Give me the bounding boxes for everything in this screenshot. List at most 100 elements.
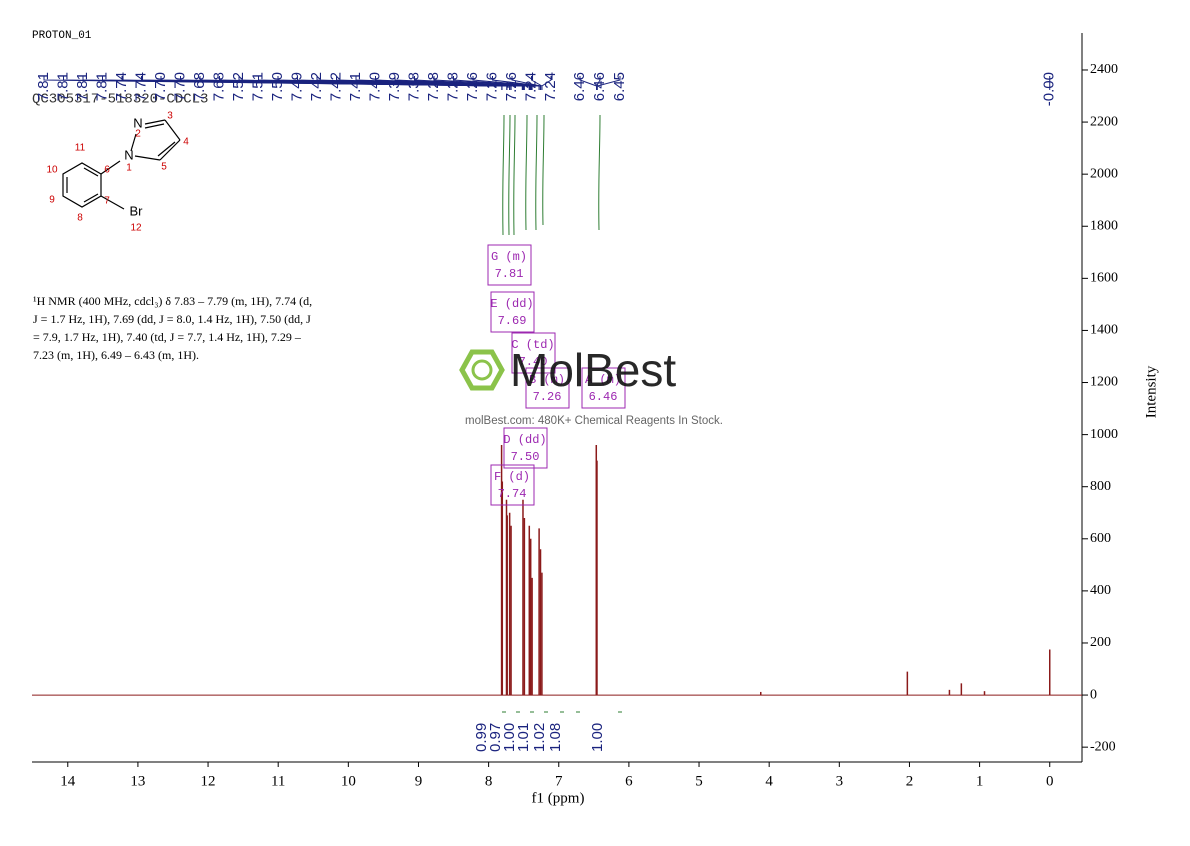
peak-label: 7.38 <box>405 72 422 101</box>
y-axis-label: Intensity <box>1143 365 1159 418</box>
multiplet-box <box>503 427 548 469</box>
peak-label-leader <box>541 76 552 90</box>
benzene-ring <box>62 162 102 208</box>
multiplet-label: B (m) <box>529 373 565 387</box>
bond <box>164 119 181 141</box>
description-line: 7.23 (m, 1H), 6.49 – 6.43 (m, 1H). <box>33 348 199 362</box>
multiplet-label: G (m) <box>491 250 527 264</box>
multiplet-shift: 7.26 <box>533 390 562 404</box>
peak-label: 7.68 <box>210 72 227 101</box>
integral-curve <box>542 114 545 226</box>
multiplet-shift: 7.74 <box>498 487 527 501</box>
peak-label: 6.46 <box>571 72 588 101</box>
bond <box>100 160 121 175</box>
peak-label: 7.26 <box>483 72 500 101</box>
multiplet-box <box>525 367 570 409</box>
double-bond <box>83 167 99 177</box>
multiplet-shift: 7.40 <box>519 355 548 369</box>
peak-label: -0.00 <box>1041 72 1058 106</box>
x-tick-label: 6 <box>625 773 633 789</box>
x-tick-label: 12 <box>201 773 216 789</box>
y-tick-label: 1400 <box>1090 323 1118 338</box>
y-tick-label: -200 <box>1090 739 1116 754</box>
y-tick-label: 1800 <box>1090 218 1118 233</box>
integral-label: 1.01 <box>515 723 532 752</box>
x-tick-label: 8 <box>485 773 493 789</box>
atom-label: 3 <box>167 111 173 122</box>
x-tick-label: 5 <box>695 773 703 789</box>
watermark-tagline: molBest.com: 480K+ Chemical Reagents In … <box>465 415 723 427</box>
integral-curve <box>535 114 538 231</box>
peak-label-leader <box>511 76 542 90</box>
peak-label: 7.50 <box>269 72 286 101</box>
peak-label: 7.81 <box>54 72 71 101</box>
watermark-logo <box>471 359 493 381</box>
integral-label: 1.00 <box>589 723 606 752</box>
peak-label-leader <box>453 76 540 90</box>
y-tick-label: 2000 <box>1090 166 1118 181</box>
multiplet-box <box>581 367 626 409</box>
multiplet-label: D (dd) <box>503 433 546 447</box>
peak-label: 6.46 <box>591 72 608 101</box>
watermark: MolBest molBest.com: 480K+ Chemical Reag… <box>459 344 723 427</box>
bond <box>159 139 181 161</box>
atom-label: 7 <box>104 196 110 207</box>
bond <box>134 155 161 161</box>
peak-label: 7.39 <box>386 72 403 101</box>
y-tick-label: 1200 <box>1090 375 1118 390</box>
peak-label: 7.42 <box>327 72 344 101</box>
multiplet-box <box>511 332 556 374</box>
double-bond <box>83 193 99 203</box>
peak-label: 7.68 <box>191 72 208 101</box>
multiplet-box <box>487 244 532 286</box>
atom-label: 8 <box>77 213 83 224</box>
multiplet-label: C (td) <box>511 338 554 352</box>
double-bond <box>144 123 165 129</box>
peak-label-leader <box>414 76 533 90</box>
x-tick-label: 10 <box>341 773 356 789</box>
x-tick-label: 7 <box>555 773 563 789</box>
atom-label: 6 <box>104 165 110 176</box>
peak-label-leader <box>596 76 601 90</box>
peak-label: 7.26 <box>503 72 520 101</box>
y-tick-label: 200 <box>1090 635 1111 650</box>
description-line: ¹H NMR (400 MHz, cdcl₃) δ 7.83 – 7.79 (m… <box>33 294 312 308</box>
x-tick-label: 0 <box>1046 773 1054 789</box>
atom-label: N <box>133 115 142 130</box>
peak-label: 7.81 <box>74 72 91 101</box>
integral-label: 0.97 <box>487 723 504 752</box>
peak-label: 7.24 <box>522 72 539 101</box>
chart-title: PROTON_01 <box>32 30 92 42</box>
peak-label: 7.42 <box>308 72 325 101</box>
x-tick-label: 14 <box>60 773 76 789</box>
integral-curve <box>513 114 516 236</box>
double-bond <box>144 119 166 125</box>
bond <box>130 133 137 152</box>
y-tick-label: 800 <box>1090 479 1111 494</box>
peak-label: 7.49 <box>288 72 305 101</box>
molecule <box>62 119 181 210</box>
x-axis-label: f1 (ppm) <box>532 790 585 806</box>
multiplet-box <box>490 464 535 506</box>
atom-label: 1 <box>126 163 132 174</box>
peak-label: 7.41 <box>347 72 364 101</box>
double-bond <box>157 141 176 157</box>
peak-label: 7.74 <box>132 72 149 101</box>
integral-curve <box>598 114 601 231</box>
integral-label: 1.08 <box>547 723 564 752</box>
atom-label: 10 <box>46 165 58 176</box>
y-tick-label: 600 <box>1090 531 1111 546</box>
x-tick-label: 4 <box>765 773 773 789</box>
x-tick-label: 13 <box>130 773 145 789</box>
atom-label: 2 <box>135 129 141 140</box>
description-line: J = 1.7 Hz, 1H), 7.69 (dd, J = 8.0, 1.4 … <box>33 312 311 326</box>
y-tick-label: 400 <box>1090 583 1111 598</box>
integral-label: 0.99 <box>473 723 490 752</box>
peak-label: 7.51 <box>249 72 266 101</box>
peak-label: 7.28 <box>444 72 461 101</box>
peak-label: 6.45 <box>611 72 628 101</box>
bond <box>100 195 125 210</box>
peak-label: 7.70 <box>171 72 188 101</box>
